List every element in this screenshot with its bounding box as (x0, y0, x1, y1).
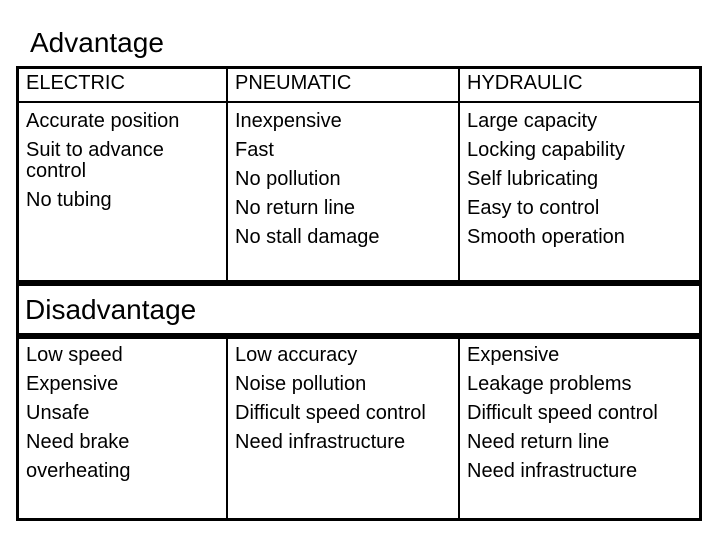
list-item: Easy to control (467, 197, 600, 219)
list-item: No tubing (26, 189, 112, 211)
list-item: No return line (235, 197, 356, 219)
disadvantage-table-body-row: Low speed Expensive Unsafe Need brake overhe… (19, 339, 699, 518)
advantage-cell-pneumatic: Inexpensive Fast No pollution No return lin… (228, 103, 460, 280)
list-item: Low accuracy (235, 344, 358, 366)
disadvantage-cell-hydraulic: Expensive Leakage problems Difficult speed… (460, 339, 699, 518)
list-item: No pollution (235, 168, 341, 190)
column-header-electric: ELECTRIC (19, 69, 228, 101)
disadvantage-section-title: Disadvantage (25, 294, 197, 325)
list-item: Difficult speed control (235, 402, 426, 424)
column-header-hydraulic: HYDRAULIC (467, 72, 583, 94)
advantage-table: ELECTRIC PNEUMATIC HYDRAULIC Accurate po… (16, 66, 702, 283)
list-item: Expensive (467, 344, 560, 366)
column-header-pneumatic: PNEUMATIC (228, 69, 460, 101)
advantage-cell-electric: Accurate position Suit to advance control… (19, 103, 228, 280)
list-item: Low speed (26, 344, 123, 366)
disadvantage-table: Low speed Expensive Unsafe Need brake overhe… (16, 336, 702, 521)
list-item: Need infrastructure (235, 431, 406, 453)
list-item: Large capacity (467, 110, 598, 132)
list-item: Need return line (467, 431, 610, 453)
list-item: Fast (235, 139, 274, 161)
advantage-cell-hydraulic: Large capacity Locking capability Self lub… (460, 103, 699, 280)
list-item: Smooth operation (467, 226, 625, 248)
list-item: overheating (26, 460, 131, 482)
disadvantage-title-box: Disadvantage (16, 283, 702, 336)
list-item: Expensive (26, 373, 119, 395)
advantage-table-header-row: ELECTRIC PNEUMATIC HYDRAULIC (19, 69, 699, 103)
advantage-section-title: Advantage (30, 27, 164, 58)
list-item: Locking capability (467, 139, 625, 161)
disadvantage-cell-electric: Low speed Expensive Unsafe Need brake overhe… (19, 339, 228, 518)
list-item: Need brake (26, 431, 130, 453)
list-item: Accurate position (26, 110, 180, 132)
list-item: Leakage problems (467, 373, 632, 395)
list-item: Need infrastructure (467, 460, 638, 482)
list-item: Difficult speed control (467, 402, 658, 424)
list-item: Noise pollution (235, 373, 367, 395)
disadvantage-cell-pneumatic: Low accuracy Noise pollution Difficult spe… (228, 339, 460, 518)
list-item: Self lubricating (467, 168, 599, 190)
list-item: Unsafe (26, 402, 90, 424)
list-item: Inexpensive (235, 110, 342, 132)
list-item: No stall damage (235, 226, 380, 248)
list-item: Suit to advance control (26, 139, 164, 182)
advantage-table-body-row: Accurate position Suit to advance control… (19, 103, 699, 280)
